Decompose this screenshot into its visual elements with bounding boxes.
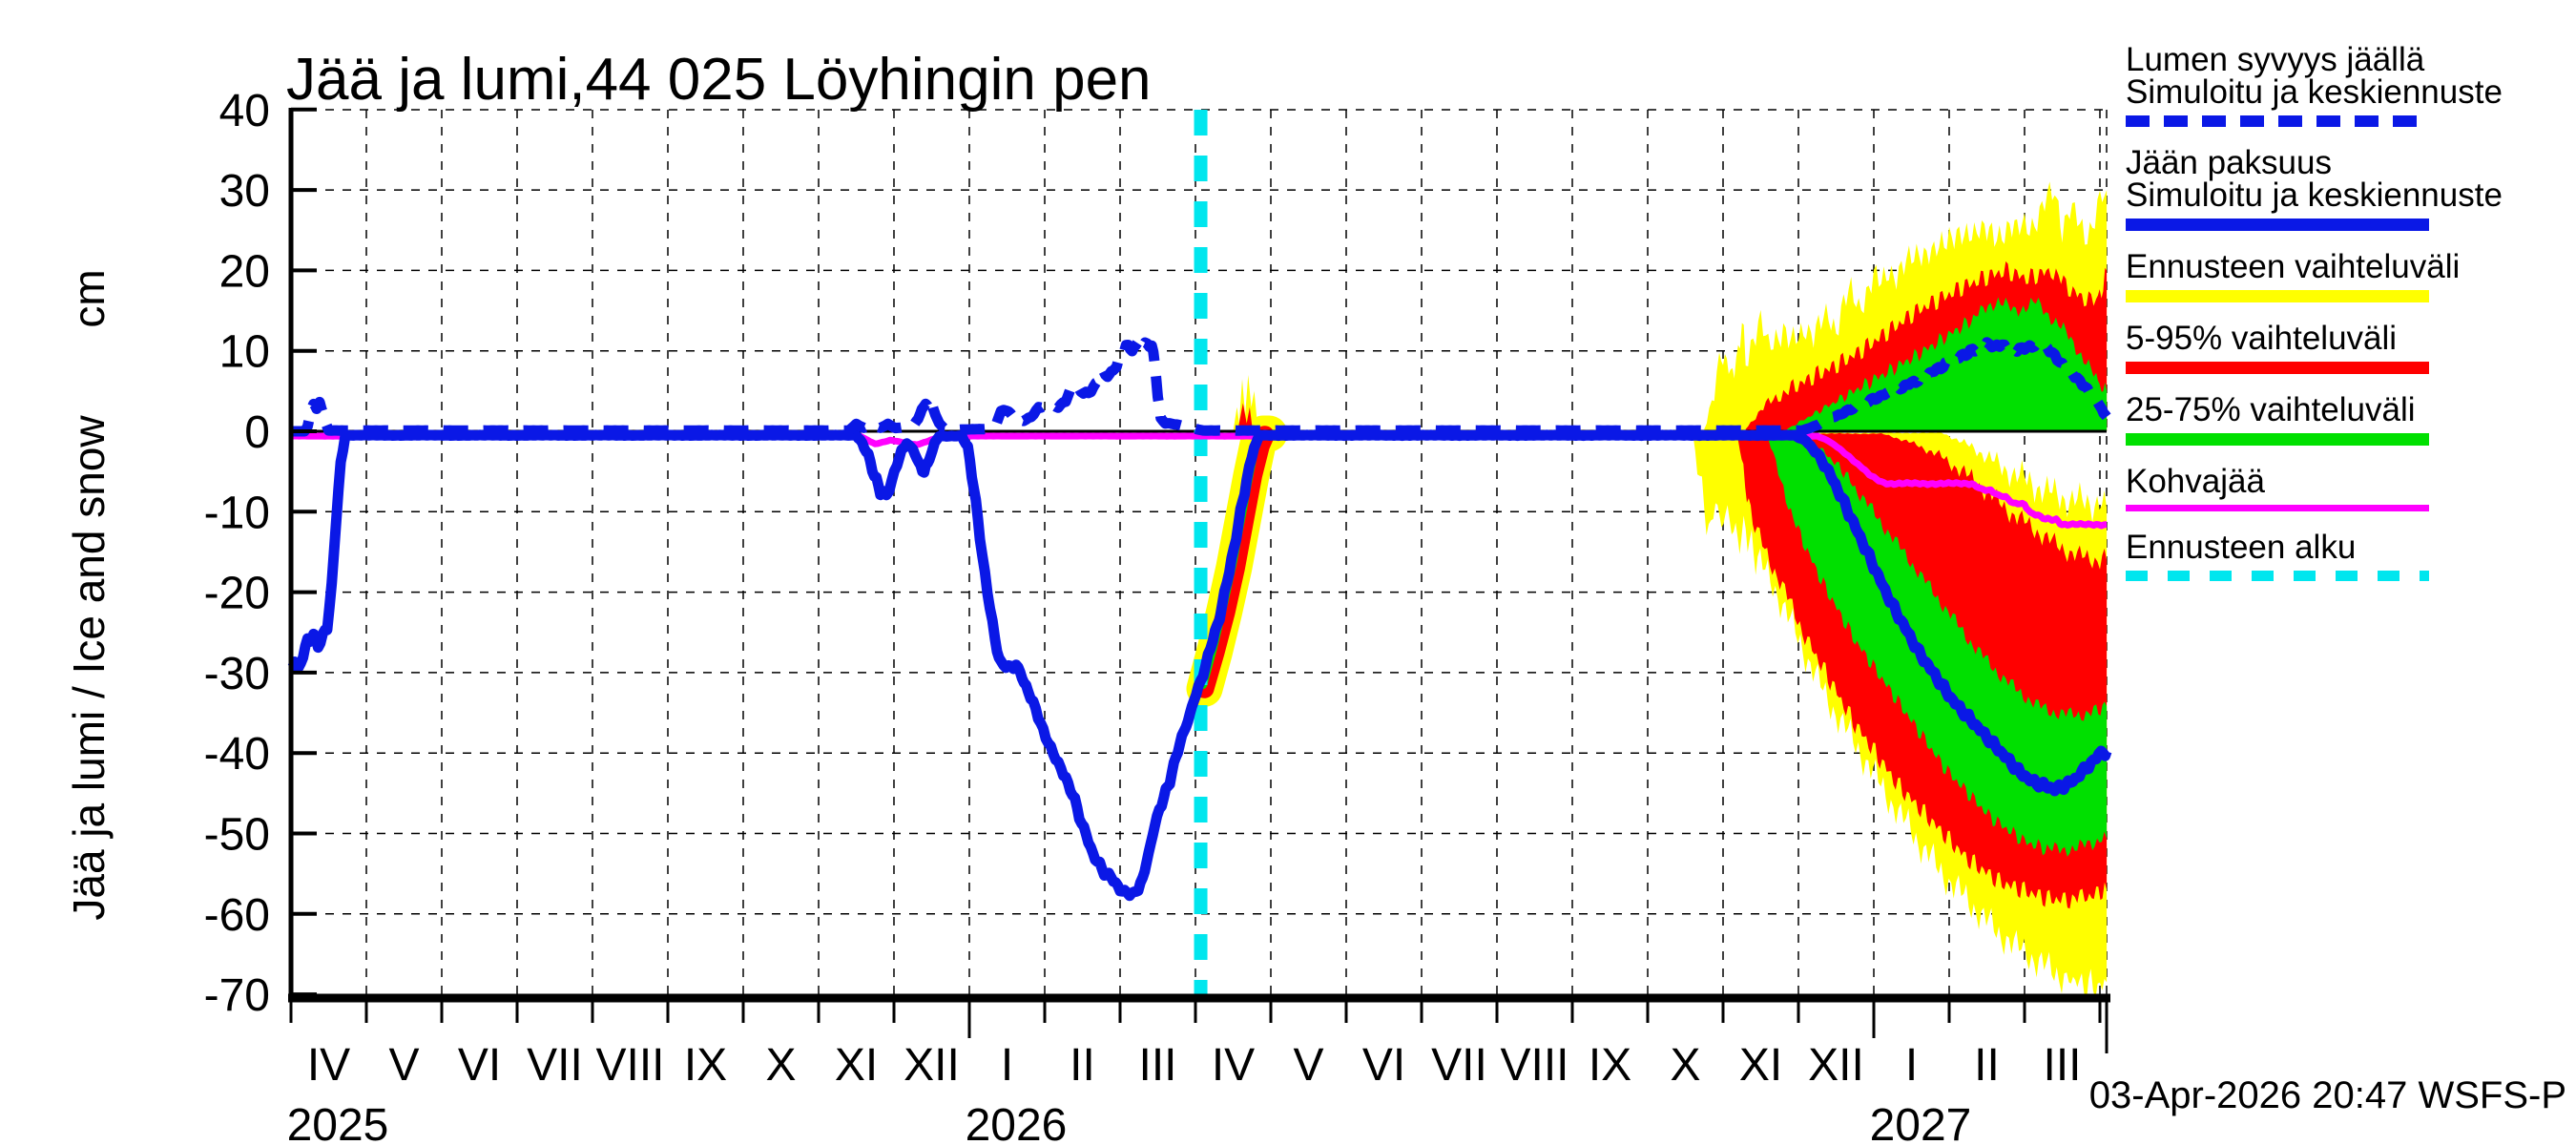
x-month-label: VIII: [1500, 1040, 1568, 1091]
legend-swatch-solid-red: [2126, 362, 2429, 374]
y-tick-label: -40: [204, 729, 270, 780]
y-tick-label: 10: [219, 327, 270, 378]
legend-label: 5-95% vaihteluväli: [2126, 320, 2398, 357]
x-month-label: XII: [1808, 1040, 1864, 1091]
x-month-label: VI: [1362, 1040, 1405, 1091]
legend-label: Ennusteen alku: [2126, 529, 2357, 566]
forecast-bands: [1693, 181, 2108, 1002]
legend-item-solid-magenta: Kohvajää: [2126, 463, 2565, 511]
y-tick-label: -20: [204, 569, 270, 619]
x-month-label: X: [1670, 1040, 1700, 1091]
x-month-label: VIII: [595, 1040, 664, 1091]
data-lines: [287, 337, 2112, 902]
melt_spike_yellow: [1233, 375, 1258, 431]
legend-label: Ennusteen vaihteluväli: [2126, 248, 2461, 285]
legend-item-solid-yellow: Ennusteen vaihteluväli: [2126, 248, 2565, 302]
x-month-label: IX: [684, 1040, 727, 1091]
x-month-label: VI: [458, 1040, 501, 1091]
x-month-label: IV: [307, 1040, 350, 1091]
legend-label: Simuloitu ja keskiennuste: [2126, 177, 2503, 214]
legend-item-dashed-cyan: Ennusteen alku: [2126, 531, 2565, 581]
legend-item-solid-green: 25-75% vaihteluväli: [2126, 391, 2565, 446]
x-month-label: XI: [835, 1040, 878, 1091]
legend-item-dashed-blue: Lumen syvyys jäällä Simuloitu ja keskienn…: [2126, 41, 2565, 127]
legend-swatch-solid-magenta: [2126, 505, 2429, 511]
timestamp: 03-Apr-2026 20:47 WSFS-P: [2088, 1074, 2566, 1116]
x-month-label: I: [1905, 1040, 1918, 1091]
legend: Lumen syvyys jäällä Simuloitu ja keskienn…: [2126, 41, 2565, 601]
legend-label: Lumen syvyys jäällä: [2126, 41, 2425, 78]
legend-swatch-solid-yellow: [2126, 290, 2429, 302]
y-axis-title: Jää ja lumi / Ice and snow: [64, 415, 114, 921]
x-month-label: III: [1138, 1040, 1176, 1091]
y-tick-label: -60: [204, 890, 270, 941]
line-snow_depth_on_ice_simulated_and_mean_forecast: [287, 337, 2111, 437]
x-year-label: 2026: [966, 1100, 1068, 1145]
y-tick-label: -70: [204, 970, 270, 1021]
melt_spike_red: [1237, 403, 1253, 431]
y-tick-label: -30: [204, 649, 270, 699]
x-month-label: XI: [1739, 1040, 1782, 1091]
x-month-label: X: [765, 1040, 796, 1091]
x-year-label: 2027: [1870, 1100, 1972, 1145]
x-month-label: VII: [1431, 1040, 1487, 1091]
legend-swatch-solid-blue: [2126, 219, 2429, 231]
legend-item-solid-red: 5-95% vaihteluväli: [2126, 320, 2565, 374]
axes: [288, 107, 2110, 1053]
x-month-label: V: [1293, 1040, 1323, 1091]
legend-swatch-dashed-cyan: [2126, 571, 2429, 581]
y-tick-label: -50: [204, 810, 270, 861]
y-tick-label: 40: [219, 86, 270, 136]
x-month-label: VII: [527, 1040, 583, 1091]
legend-label: Jään paksuus: [2126, 144, 2332, 181]
band-ice_forecast_25_75: [1768, 434, 2108, 857]
x-month-label: XII: [904, 1040, 960, 1091]
legend-label: Kohvajää: [2126, 463, 2265, 500]
y-tick-label: 30: [219, 166, 270, 217]
y-axis-unit: cm: [64, 269, 114, 328]
x-year-label: 2025: [287, 1100, 389, 1145]
x-month-label: II: [1974, 1040, 2000, 1091]
x-month-label: V: [388, 1040, 419, 1091]
x-month-label: IX: [1589, 1040, 1631, 1091]
legend-label: Simuloitu ja keskiennuste: [2126, 73, 2503, 111]
chart-title: Jää ja lumi,44 025 Löyhingin pen: [286, 47, 1152, 113]
x-month-label: I: [1001, 1040, 1013, 1091]
x-month-label: II: [1070, 1040, 1095, 1091]
legend-label: 25-75% vaihteluväli: [2126, 391, 2416, 428]
y-tick-label: 0: [244, 407, 270, 458]
x-month-label: III: [2043, 1040, 2081, 1091]
legend-swatch-dashed-blue: [2126, 115, 2429, 127]
legend-swatch-solid-green: [2126, 433, 2429, 446]
y-tick-label: -10: [204, 488, 270, 538]
legend-item-solid-blue: Jään paksuus Simuloitu ja keskiennuste: [2126, 144, 2565, 231]
x-month-label: IV: [1212, 1040, 1255, 1091]
y-tick-label: 20: [219, 246, 270, 297]
